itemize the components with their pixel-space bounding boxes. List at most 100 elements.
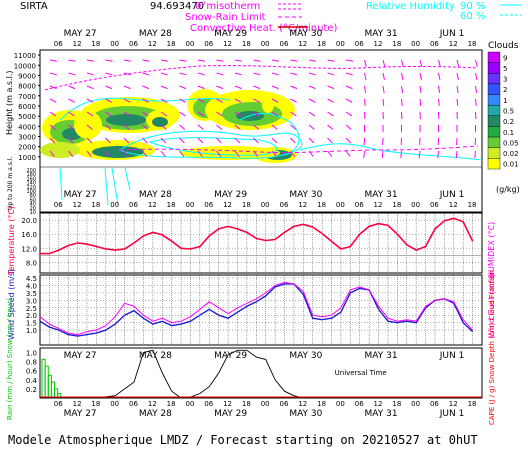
colorbar-unit: (g/kg) xyxy=(496,185,520,194)
top-axis-hour: 18 xyxy=(317,40,326,48)
wind-ylabel: Wind Speed (m/s) xyxy=(7,269,16,340)
wind-arrow xyxy=(68,137,74,144)
bottom-hour: 00 xyxy=(261,400,270,408)
wind-arrow xyxy=(160,150,166,157)
bottom-hour: 12 xyxy=(73,400,82,408)
wind-arrow xyxy=(253,59,261,62)
top-axis-hour: 18 xyxy=(167,40,176,48)
wind-arrow xyxy=(105,137,111,144)
wind-arrow xyxy=(160,98,168,103)
top-axis-hour: 12 xyxy=(374,40,383,48)
mid-axis-hour: 12 xyxy=(73,201,82,209)
precip-ylabel-right: CAPE (J / g) Snow Depth (cm) Cloud Fract… xyxy=(488,270,496,425)
wind-arrow xyxy=(49,98,57,103)
wind-arrow xyxy=(364,85,367,93)
cloud-blob xyxy=(40,142,80,158)
mid-axis-hour: 18 xyxy=(392,201,401,209)
legend-snow-rain: Snow-Rain Limit xyxy=(185,12,266,23)
cloud-ytick-low-label: 60 xyxy=(30,197,36,203)
station-name: SIRTA xyxy=(20,1,48,12)
wind-arrow xyxy=(438,59,441,67)
cloud-ytick-label: 2000 xyxy=(18,144,36,152)
top-axis-hour: 06 xyxy=(204,40,213,48)
bottom-hour: 06 xyxy=(129,400,138,408)
wind-arrow xyxy=(308,85,316,90)
isotherm-line xyxy=(44,65,479,91)
legend-isotherm: 0°misotherm xyxy=(195,1,260,12)
wind-arrow xyxy=(271,137,278,144)
wind-arrow xyxy=(197,59,205,62)
wind-arrow xyxy=(419,59,423,67)
precip-axis-date: MAY 28 xyxy=(139,351,172,361)
bottom-hour: 06 xyxy=(204,400,213,408)
wind-arrow xyxy=(49,150,55,157)
wind-arrow xyxy=(438,98,440,107)
mid-axis-hour: 12 xyxy=(223,201,232,209)
wind-arrow xyxy=(86,137,93,144)
wind-arrow xyxy=(290,111,297,117)
wind-arrow xyxy=(86,72,94,76)
wind-arrow xyxy=(234,98,242,103)
wind-arrow xyxy=(363,150,365,159)
colorbar-swatch xyxy=(487,62,501,74)
wind-arrow xyxy=(234,137,241,144)
wind-arrow xyxy=(105,150,111,157)
wind-arrow xyxy=(253,137,259,144)
colorbar-label: 0.05 xyxy=(503,139,519,147)
precip-ytick-label: 0.6 xyxy=(26,368,38,376)
top-axis-date: MAY 30 xyxy=(289,29,322,39)
colorbar-swatch xyxy=(487,73,501,85)
cloud-ytick-label: 1000 xyxy=(18,154,36,162)
top-axis-hour: 06 xyxy=(355,40,364,48)
wind-arrow xyxy=(160,124,167,130)
wind-arrow xyxy=(105,72,113,76)
wind-arrow xyxy=(253,98,260,103)
wind-arrow xyxy=(105,85,113,90)
cloud-ytick-label: 11000 xyxy=(14,52,36,60)
cloud-blob xyxy=(152,117,168,127)
colorbar-label: 0.1 xyxy=(503,129,514,137)
bottom-hour: 18 xyxy=(468,400,477,408)
wind-arrow xyxy=(327,72,335,76)
wind-arrow xyxy=(271,85,279,90)
wind-arrow xyxy=(86,124,93,130)
cloud-ytick-label: 8000 xyxy=(18,83,36,91)
wind-arrow xyxy=(253,72,261,76)
colorbar-label: 3 xyxy=(503,76,507,84)
wind-arrow xyxy=(381,150,384,159)
precip-panel-frame xyxy=(39,347,483,399)
top-axis-date: MAY 27 xyxy=(64,29,97,39)
wind-arrow xyxy=(216,98,223,103)
top-axis-hour: 00 xyxy=(185,40,194,48)
wind-arrow xyxy=(308,137,315,144)
wind-arrow xyxy=(327,111,334,117)
humidity-contour xyxy=(299,143,483,161)
wind-arrow xyxy=(49,111,57,117)
wind-arrow xyxy=(105,98,112,103)
top-axis-hour: 00 xyxy=(261,40,270,48)
wind-arrow xyxy=(49,124,56,130)
wind-arrow xyxy=(49,72,57,76)
wind-arrow xyxy=(160,72,168,76)
precip-axis-date: JUN 1 xyxy=(439,351,465,361)
low-humidity-contour xyxy=(59,167,131,206)
wind-arrow xyxy=(160,85,168,90)
mid-axis-date: JUN 1 xyxy=(439,190,465,200)
wind-arrow xyxy=(105,59,113,62)
wind-arrow xyxy=(345,124,352,130)
wind-arrow xyxy=(253,85,261,90)
wind-arrow xyxy=(234,150,240,157)
mid-axis-date: MAY 31 xyxy=(365,190,398,200)
wind-arrow xyxy=(160,111,168,117)
temp-panel-ytick-label: 16.0 xyxy=(21,231,37,239)
colorbar-swatch xyxy=(487,115,501,127)
snow-rain-line xyxy=(119,145,479,154)
wind-arrow xyxy=(345,85,353,90)
wind-arrow xyxy=(123,137,130,144)
wind-arrow xyxy=(419,72,422,80)
cloud-ytick-label: 5000 xyxy=(18,113,36,121)
wind-arrow xyxy=(382,59,386,67)
precip-ytick-label: 0.8 xyxy=(26,359,37,367)
wind-arrow xyxy=(216,111,223,117)
colorbar-swatch xyxy=(487,51,501,63)
